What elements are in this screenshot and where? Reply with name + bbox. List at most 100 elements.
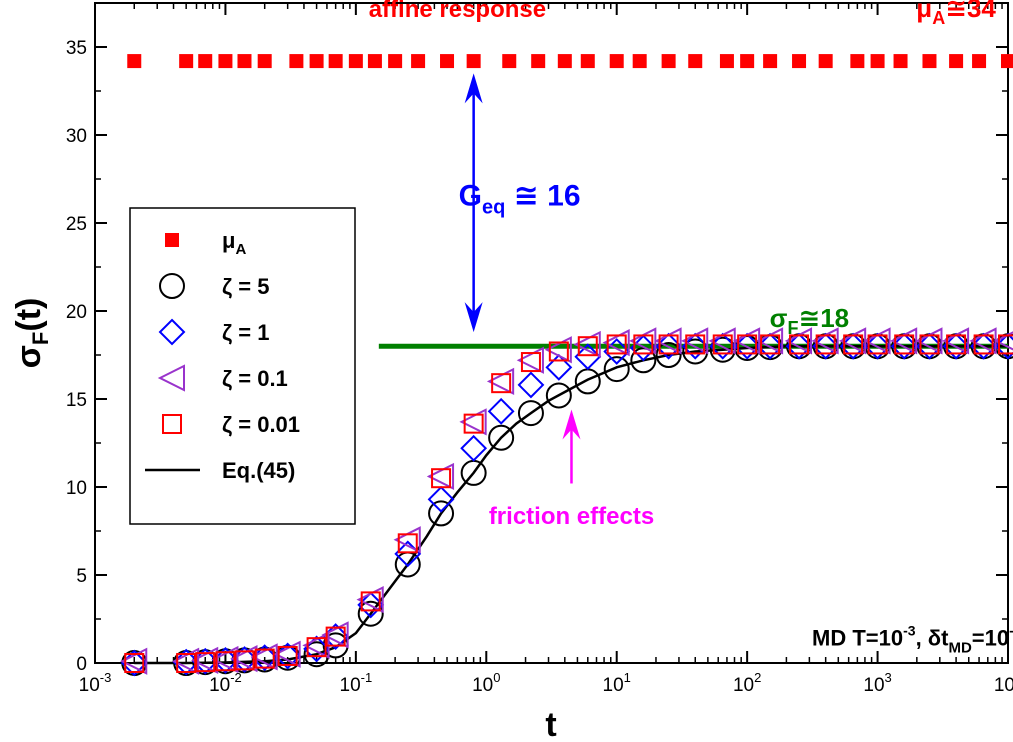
muA-point — [328, 54, 343, 69]
zeta01-point — [273, 640, 301, 668]
y-tick-label: 5 — [76, 566, 87, 587]
zeta01-point — [573, 330, 601, 359]
zeta001-point — [491, 373, 512, 394]
muA-point — [661, 54, 676, 69]
zeta001-point — [606, 334, 627, 355]
zeta1-point — [460, 434, 488, 462]
muA-point — [949, 54, 964, 69]
x-axis-ticks: 10-3 10-2 10-1 100 101 102 103 104 — [79, 3, 1013, 696]
zeta01-point — [426, 462, 455, 491]
muA-point — [348, 54, 363, 69]
muA-point — [179, 54, 194, 69]
zeta01-point — [516, 346, 544, 374]
muA-point — [632, 54, 647, 69]
zeta1-point — [517, 371, 545, 399]
legend-zeta001-label: ζ = 0.01 — [222, 412, 300, 437]
zeta001-point — [325, 626, 346, 647]
legend-zeta5-marker — [159, 273, 185, 299]
muA-value-label: μA≅34 — [916, 0, 996, 28]
zeta001-point — [737, 334, 758, 355]
geq-value-label: Geq ≅ 16 — [459, 179, 581, 218]
zeta5-point — [655, 342, 682, 368]
muA-point — [792, 54, 807, 69]
zeta001-point — [306, 637, 327, 658]
muA-point — [688, 54, 703, 69]
zeta001-point — [843, 334, 864, 355]
marker-layer — [120, 54, 1013, 677]
friction-arrow-head — [562, 409, 581, 440]
legend-zeta01-marker — [157, 364, 185, 392]
zeta01-point — [602, 329, 630, 357]
zeta001-point — [254, 648, 275, 669]
muA-point — [870, 54, 885, 69]
muA-point — [388, 54, 403, 69]
legend-zeta1-marker — [158, 318, 186, 346]
zeta01-point — [211, 645, 239, 674]
zeta001-point — [867, 334, 888, 355]
muA-point — [367, 54, 382, 69]
geq-arrow-head-up — [464, 73, 483, 104]
legend-zeta01-label: ζ = 0.1 — [222, 366, 288, 391]
zeta001-point — [973, 334, 994, 355]
x-tick-label: 103 — [863, 670, 891, 696]
zeta5-point — [428, 500, 455, 527]
x-tick-label: 104 — [994, 670, 1013, 696]
muA-point — [922, 54, 937, 69]
zeta001-point — [894, 334, 915, 355]
muA-point — [740, 54, 755, 69]
zeta01-point — [171, 647, 200, 675]
y-axis-title: σF(t) — [10, 298, 53, 369]
zeta5-point — [488, 424, 515, 451]
muA-point — [580, 54, 595, 69]
zeta001-point — [397, 533, 418, 554]
muA-point — [218, 54, 233, 69]
arrow-layer — [464, 73, 581, 484]
affine-response-label: affine response — [369, 0, 546, 23]
y-tick-label: 20 — [66, 302, 87, 323]
x-tick-label: 102 — [733, 670, 761, 696]
zeta001-point — [463, 413, 484, 434]
muA-point — [466, 54, 481, 69]
x-tick-label: 10-3 — [79, 670, 112, 696]
zeta001-point — [658, 334, 679, 355]
sigmaF-value-label: σF≅18 — [770, 303, 850, 338]
geq-arrow-head-down — [464, 302, 483, 333]
legend-zeta1-label: ζ = 1 — [222, 320, 269, 345]
legend-box — [129, 207, 356, 525]
muA-point — [411, 54, 426, 69]
muA-point — [289, 54, 304, 69]
muA-point — [850, 54, 865, 69]
zeta001-point — [520, 352, 541, 373]
zeta001-point — [124, 653, 145, 673]
zeta1-point — [427, 485, 455, 513]
y-tick-label: 25 — [66, 214, 87, 235]
legend: μA ζ = 5 ζ = 1 ζ = 0.1 ζ = 0.01 Eq.(45) — [129, 207, 356, 525]
zeta001-point — [176, 653, 197, 673]
zeta001-point — [577, 336, 598, 357]
zeta5-point — [517, 400, 544, 427]
muA-point — [893, 54, 908, 69]
zeta001-point — [548, 341, 569, 362]
x-tick-label: 10-2 — [209, 670, 242, 696]
zeta001-point — [919, 334, 940, 355]
muA-point — [763, 54, 778, 69]
muA-point — [609, 54, 624, 69]
legend-zeta001-marker — [162, 414, 182, 434]
zeta01-point — [321, 621, 349, 649]
zeta01-point — [486, 367, 515, 396]
zeta001-point — [633, 334, 654, 355]
y-tick-label: 10 — [66, 478, 87, 499]
legend-muA-label: μA — [222, 228, 246, 258]
zeta001-point — [998, 334, 1013, 355]
y-tick-label: 0 — [76, 654, 87, 675]
x-tick-label: 101 — [603, 670, 631, 696]
zeta01-point — [250, 643, 278, 671]
md-parameters-label: MD T=10-3, δtMD=10-4 — [812, 622, 1013, 656]
legend-zeta5-label: ζ = 5 — [222, 274, 269, 299]
muA-point — [127, 54, 142, 69]
muA-point — [1001, 54, 1013, 69]
muA-point — [198, 54, 213, 69]
muA-point — [237, 54, 252, 69]
zeta001-point — [789, 334, 810, 355]
zeta001-point — [360, 591, 381, 612]
